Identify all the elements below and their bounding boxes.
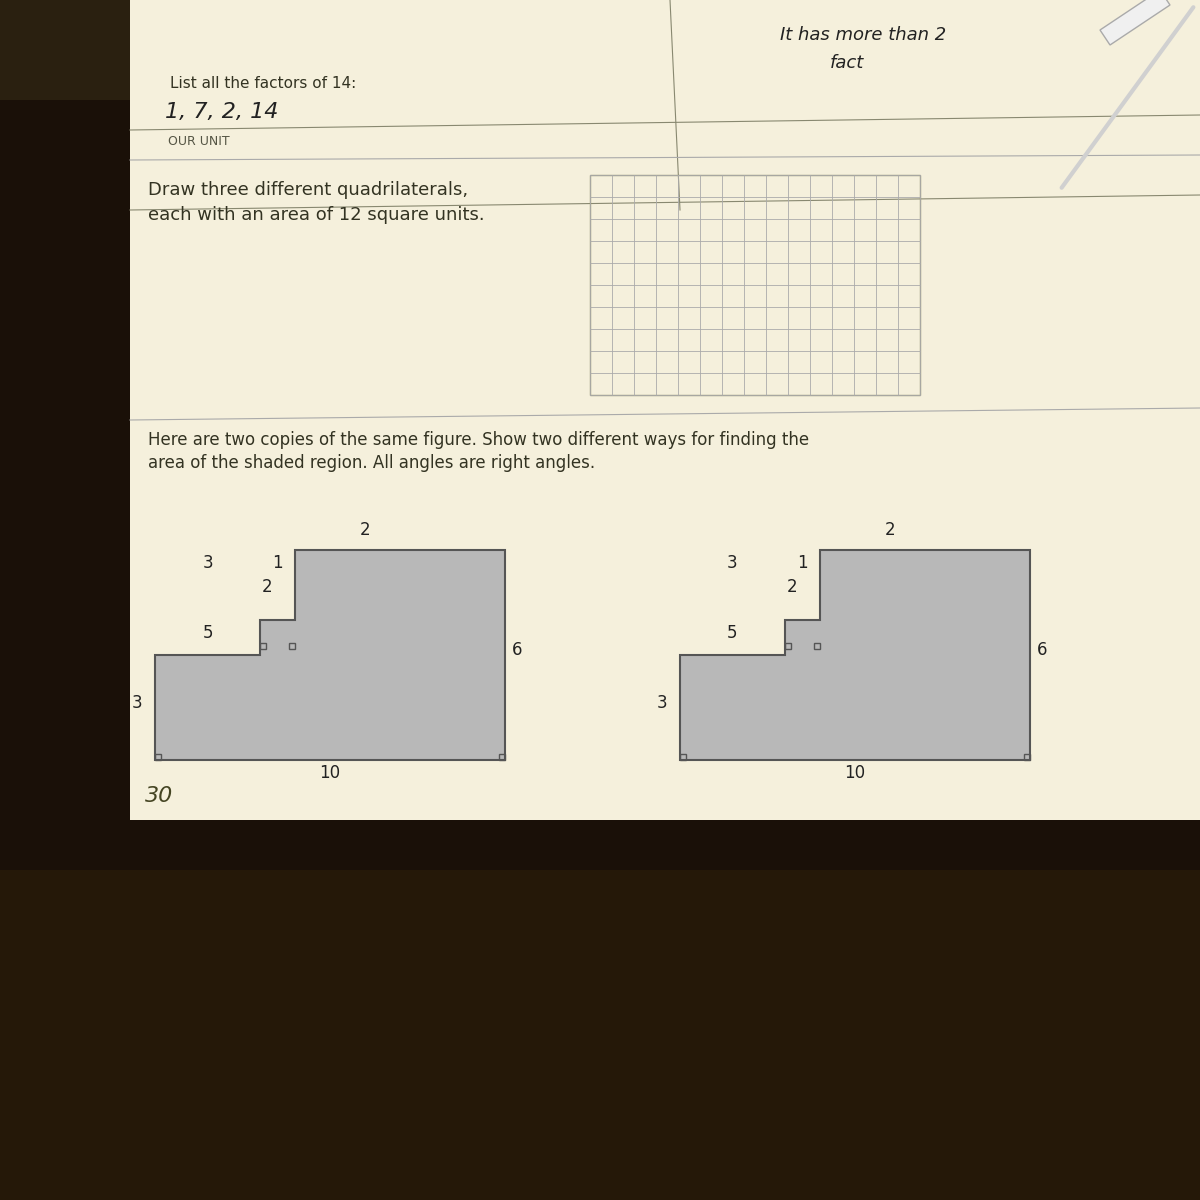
Text: 6: 6 bbox=[511, 641, 522, 659]
Bar bbox=[0, 820, 1200, 1200]
Text: 5: 5 bbox=[727, 624, 738, 642]
Text: 3: 3 bbox=[727, 554, 738, 572]
Text: 1: 1 bbox=[272, 554, 283, 572]
Text: Draw three different quadrilaterals,: Draw three different quadrilaterals, bbox=[148, 181, 468, 199]
Text: each with an area of 12 square units.: each with an area of 12 square units. bbox=[148, 206, 485, 224]
Text: 1: 1 bbox=[797, 554, 808, 572]
Bar bbox=[814, 643, 820, 649]
Text: 2: 2 bbox=[262, 578, 272, 596]
Bar bbox=[289, 643, 295, 649]
Polygon shape bbox=[155, 550, 505, 760]
Bar bbox=[680, 754, 686, 760]
Bar bbox=[0, 870, 1200, 1200]
Text: 30: 30 bbox=[145, 786, 173, 806]
Text: 2: 2 bbox=[360, 521, 371, 539]
Text: area of the shaded region. All angles are right angles.: area of the shaded region. All angles ar… bbox=[148, 454, 595, 472]
Bar bbox=[260, 643, 266, 649]
Bar bbox=[785, 643, 791, 649]
Text: 6: 6 bbox=[1037, 641, 1048, 659]
Text: 1, 7, 2, 14: 1, 7, 2, 14 bbox=[166, 102, 278, 122]
Text: 3: 3 bbox=[202, 554, 212, 572]
Text: It has more than 2: It has more than 2 bbox=[780, 26, 947, 44]
Bar bbox=[1024, 754, 1030, 760]
Polygon shape bbox=[0, 0, 130, 100]
Text: 2: 2 bbox=[884, 521, 895, 539]
Polygon shape bbox=[1100, 0, 1170, 44]
Text: Here are two copies of the same figure. Show two different ways for finding the: Here are two copies of the same figure. … bbox=[148, 431, 809, 449]
Text: 10: 10 bbox=[845, 764, 865, 782]
Text: OUR UNIT: OUR UNIT bbox=[168, 134, 229, 148]
Bar bbox=[155, 754, 161, 760]
Text: 10: 10 bbox=[319, 764, 341, 782]
Text: 2: 2 bbox=[787, 578, 797, 596]
Text: fact: fact bbox=[830, 54, 864, 72]
Text: List all the factors of 14:: List all the factors of 14: bbox=[170, 76, 356, 91]
FancyBboxPatch shape bbox=[130, 0, 1200, 820]
Text: 3: 3 bbox=[656, 694, 667, 712]
Bar bbox=[499, 754, 505, 760]
Polygon shape bbox=[680, 550, 1030, 760]
Bar bbox=[590, 175, 920, 395]
Text: 5: 5 bbox=[203, 624, 212, 642]
Text: 3: 3 bbox=[132, 694, 143, 712]
